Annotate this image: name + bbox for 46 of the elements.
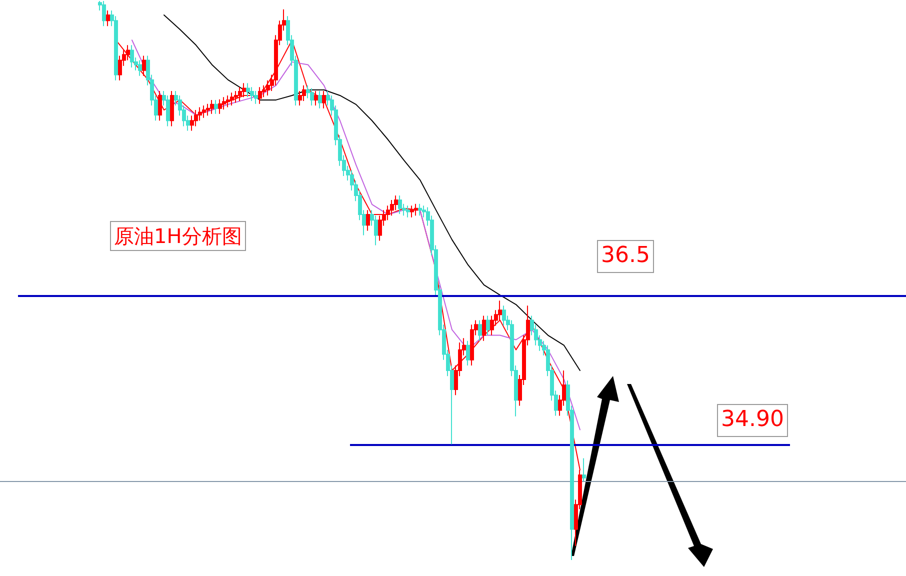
candlestick xyxy=(250,86,254,102)
candlestick xyxy=(166,94,170,127)
candlestick xyxy=(234,90,238,104)
text: 36.5 xyxy=(597,240,654,273)
candlestick xyxy=(194,110,198,127)
candlestick xyxy=(222,96,226,110)
candlestick xyxy=(142,55,146,76)
candlestick xyxy=(318,90,322,109)
candlestick xyxy=(238,86,242,102)
candlestick xyxy=(106,10,110,27)
candlestick xyxy=(482,315,486,342)
candlestick xyxy=(254,90,258,104)
candlestick xyxy=(502,305,506,326)
candlestick xyxy=(102,0,106,27)
candlestick xyxy=(230,92,234,106)
candlestick xyxy=(302,84,306,102)
text: 原油1H分析图 xyxy=(110,221,246,251)
candlestick xyxy=(366,210,370,232)
candlestick xyxy=(242,82,246,98)
candlestick xyxy=(478,320,482,342)
candlestick xyxy=(406,205,410,218)
candlestick xyxy=(158,90,162,122)
candlestick xyxy=(310,88,314,106)
candlestick xyxy=(398,195,402,214)
candlestick xyxy=(226,94,230,108)
candlestick xyxy=(138,60,142,76)
candlestick xyxy=(246,82,250,98)
candlestick xyxy=(322,90,326,109)
candlestick xyxy=(582,458,586,482)
text: 34.90 xyxy=(717,404,788,437)
candlestick xyxy=(418,203,422,216)
candlestick xyxy=(218,98,222,114)
candlestick xyxy=(214,99,218,114)
candlestick xyxy=(258,86,262,104)
candlestick xyxy=(414,203,418,216)
candlestick xyxy=(486,315,490,336)
candlestick xyxy=(466,340,470,366)
candlestick xyxy=(202,105,206,118)
candlestick xyxy=(314,90,318,106)
candlestick xyxy=(390,200,394,216)
candlestick xyxy=(130,44,134,68)
candlestick xyxy=(206,103,210,116)
candlestick xyxy=(170,90,174,127)
candlestick xyxy=(210,99,214,114)
candlestick xyxy=(410,205,414,218)
candlestick xyxy=(470,324,474,366)
